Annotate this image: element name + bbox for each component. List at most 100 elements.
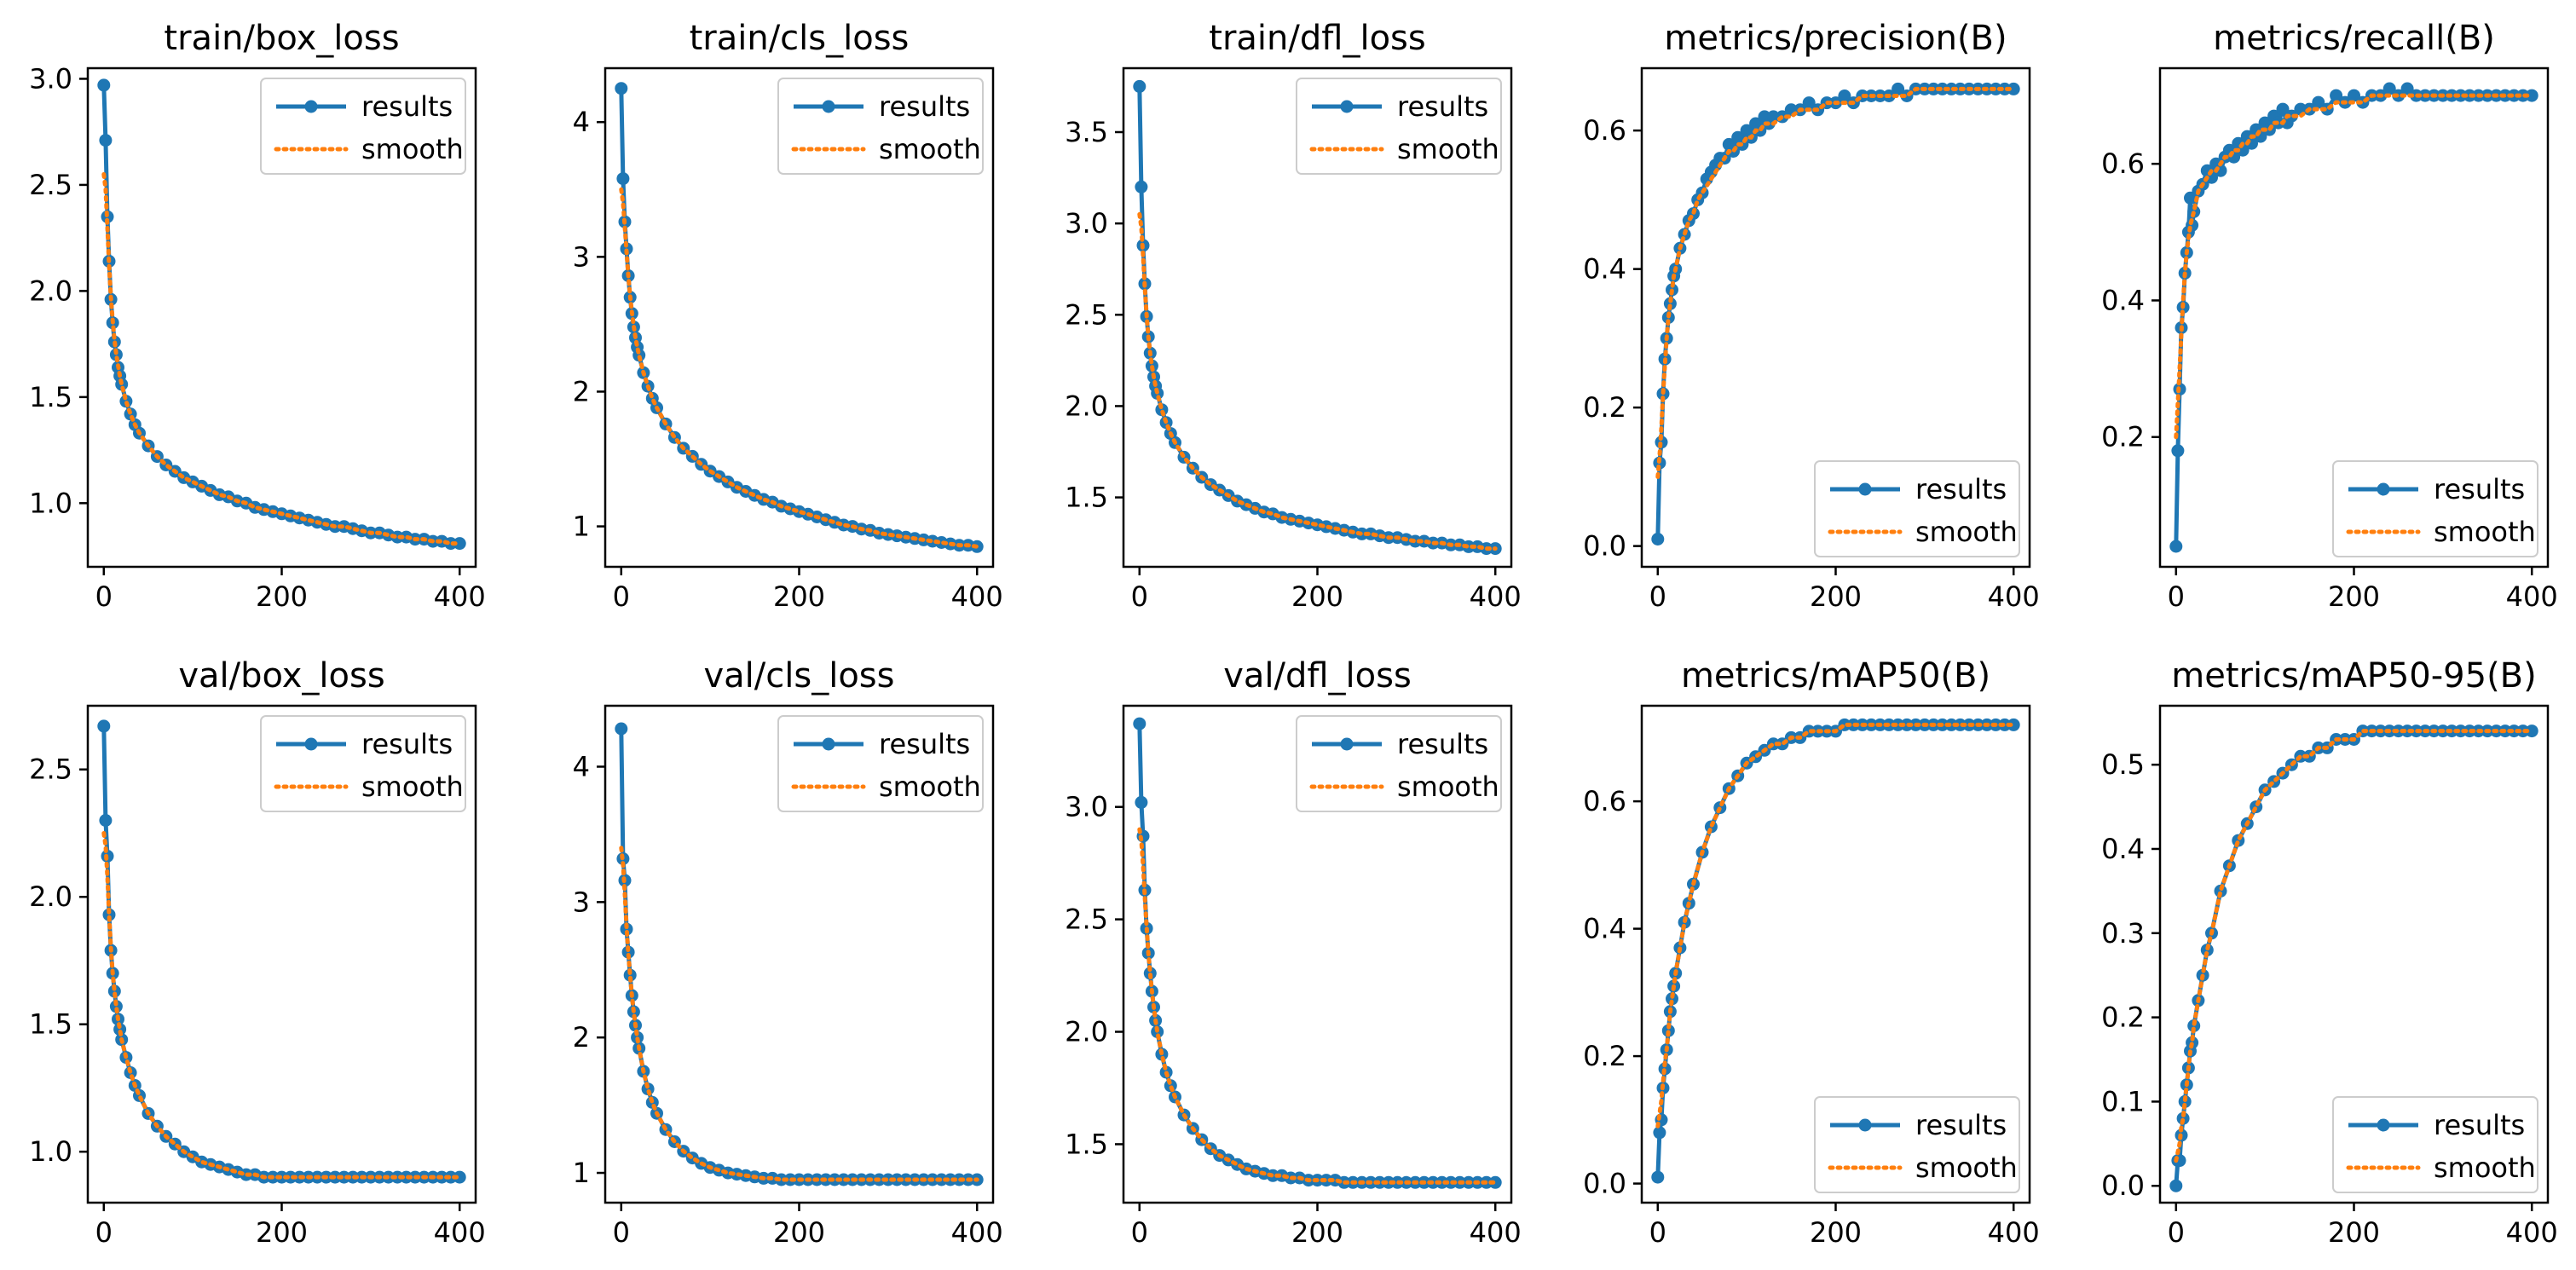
- results-point: [1892, 718, 1905, 731]
- legend-smooth-label: smooth: [361, 771, 464, 803]
- results-point: [2507, 89, 2521, 102]
- legend: results smooth: [1814, 1096, 2020, 1193]
- results-point: [1135, 795, 1148, 809]
- y-tick-label: 3.5: [1065, 116, 1108, 148]
- legend: results smooth: [2332, 460, 2538, 557]
- results-point: [1135, 180, 1148, 193]
- results-point: [1666, 992, 1678, 1006]
- legend-results-label: results: [1915, 1109, 2007, 1141]
- results-point: [615, 82, 628, 95]
- y-tick-label: 2: [573, 1021, 590, 1054]
- results-point: [1133, 717, 1146, 730]
- results-point: [2330, 89, 2343, 102]
- results-point: [1766, 110, 1780, 124]
- y-tick-label: 0.4: [1583, 253, 1626, 286]
- legend: results smooth: [777, 78, 984, 175]
- y-tick-label: 1.0: [29, 487, 72, 519]
- results-point: [99, 814, 113, 827]
- x-tick-label: 400: [1988, 1216, 2040, 1249]
- legend-results-label: results: [1915, 473, 2007, 505]
- y-tick-label: 3.0: [1065, 791, 1108, 823]
- axes-frame: [1122, 704, 1513, 1204]
- smooth-line: [1137, 211, 1498, 551]
- results-point: [1838, 89, 1851, 102]
- legend-smooth-label: smooth: [361, 133, 464, 165]
- results-point: [2312, 95, 2325, 109]
- legend-results-label: results: [2434, 473, 2525, 505]
- smooth-line: [2174, 93, 2534, 440]
- subplot-title: train/box_loss: [164, 19, 399, 58]
- subplot-9: metrics/mAP50(B) 0.0 0.2 0.4 0.6 0 200 400 resul…: [1583, 656, 2040, 1249]
- results-point: [453, 1170, 466, 1184]
- subplot-10: metrics/mAP50-95(B) 0.0 0.1 0.2 0.3 0.4 0.5 0 20…: [2101, 656, 2558, 1249]
- legend-results-label: results: [879, 728, 970, 760]
- subplot-6: val/box_loss 1.0 1.5 2.0 2.5 0 200 400 results sm…: [29, 656, 486, 1249]
- legend-smooth-label: smooth: [1915, 516, 2018, 548]
- x-tick-label: 0: [613, 1216, 630, 1249]
- legend-results-marker: [304, 737, 318, 751]
- legend-results-label: results: [879, 90, 970, 123]
- results-point: [2454, 89, 2468, 102]
- subplot-title: val/dfl_loss: [1223, 656, 1412, 696]
- results-point: [2171, 444, 2185, 458]
- x-tick-label: 0: [2168, 1216, 2185, 1249]
- x-tick-label: 400: [1988, 580, 2040, 613]
- y-tick-label: 1: [573, 1157, 590, 1189]
- smooth-line: [1137, 827, 1498, 1185]
- x-tick-label: 400: [434, 580, 486, 613]
- x-tick-label: 400: [434, 1216, 486, 1249]
- y-tick-label: 3: [573, 240, 590, 273]
- subplot-8: val/dfl_loss 1.5 2.0 2.5 3.0 0 200 400 results sm…: [1065, 656, 1522, 1249]
- y-tick-label: 0.4: [2101, 833, 2145, 865]
- results-point: [2284, 109, 2298, 123]
- y-tick-label: 0.0: [1583, 1168, 1626, 1200]
- smooth-line: [619, 187, 979, 549]
- subplot-title: metrics/precision(B): [1664, 19, 2007, 58]
- x-tick-label: 400: [951, 580, 1003, 613]
- x-tick-label: 200: [2328, 580, 2380, 613]
- legend-results-label: results: [361, 90, 453, 123]
- x-tick-label: 0: [1649, 1216, 1666, 1249]
- legend: results smooth: [260, 78, 466, 175]
- y-tick-label: 4: [573, 750, 590, 782]
- smooth-line: [619, 846, 979, 1182]
- axes-frame: [1640, 66, 2031, 569]
- y-tick-label: 0.0: [2101, 1169, 2145, 1202]
- results-point: [1651, 1170, 1665, 1184]
- results-point: [2169, 540, 2183, 553]
- axes-frame: [86, 66, 477, 569]
- y-tick-label: 2.5: [1065, 903, 1108, 936]
- legend-smooth-label: smooth: [2434, 516, 2536, 548]
- subplot-title: train/dfl_loss: [1209, 19, 1425, 58]
- results-point: [113, 1023, 127, 1036]
- x-tick-label: 0: [1131, 1216, 1148, 1249]
- y-tick-label: 0.2: [2101, 1002, 2145, 1034]
- results-point: [944, 1173, 957, 1186]
- legend-results-marker: [822, 100, 835, 113]
- results-point: [2454, 724, 2468, 738]
- results-point: [615, 722, 628, 736]
- subplot-title: train/cls_loss: [690, 19, 910, 58]
- legend-smooth-label: smooth: [1915, 1152, 2018, 1184]
- results-point: [1892, 82, 1905, 95]
- x-tick-label: 0: [2168, 580, 2185, 613]
- y-tick-label: 0.5: [2101, 748, 2145, 781]
- results-point: [102, 908, 116, 921]
- y-tick-label: 0.0: [1583, 530, 1626, 563]
- y-tick-label: 0.4: [1583, 913, 1626, 945]
- smooth-line: [2174, 729, 2534, 1163]
- results-point: [1663, 297, 1677, 310]
- x-tick-label: 200: [2328, 1216, 2380, 1249]
- subplot-3: train/dfl_loss 1.5 2.0 2.5 3.0 3.5 0 200 400 resu…: [1065, 19, 1522, 613]
- results-point: [828, 1173, 841, 1186]
- x-tick-label: 400: [2506, 1216, 2558, 1249]
- results-point: [453, 537, 466, 551]
- results-point: [2276, 102, 2290, 116]
- legend-results-marker: [1340, 100, 1354, 113]
- results-point: [1651, 533, 1665, 546]
- legend-results-marker: [1858, 482, 1872, 496]
- legend: results smooth: [777, 715, 984, 812]
- results-point: [2383, 82, 2396, 95]
- y-tick-label: 2.0: [29, 880, 72, 913]
